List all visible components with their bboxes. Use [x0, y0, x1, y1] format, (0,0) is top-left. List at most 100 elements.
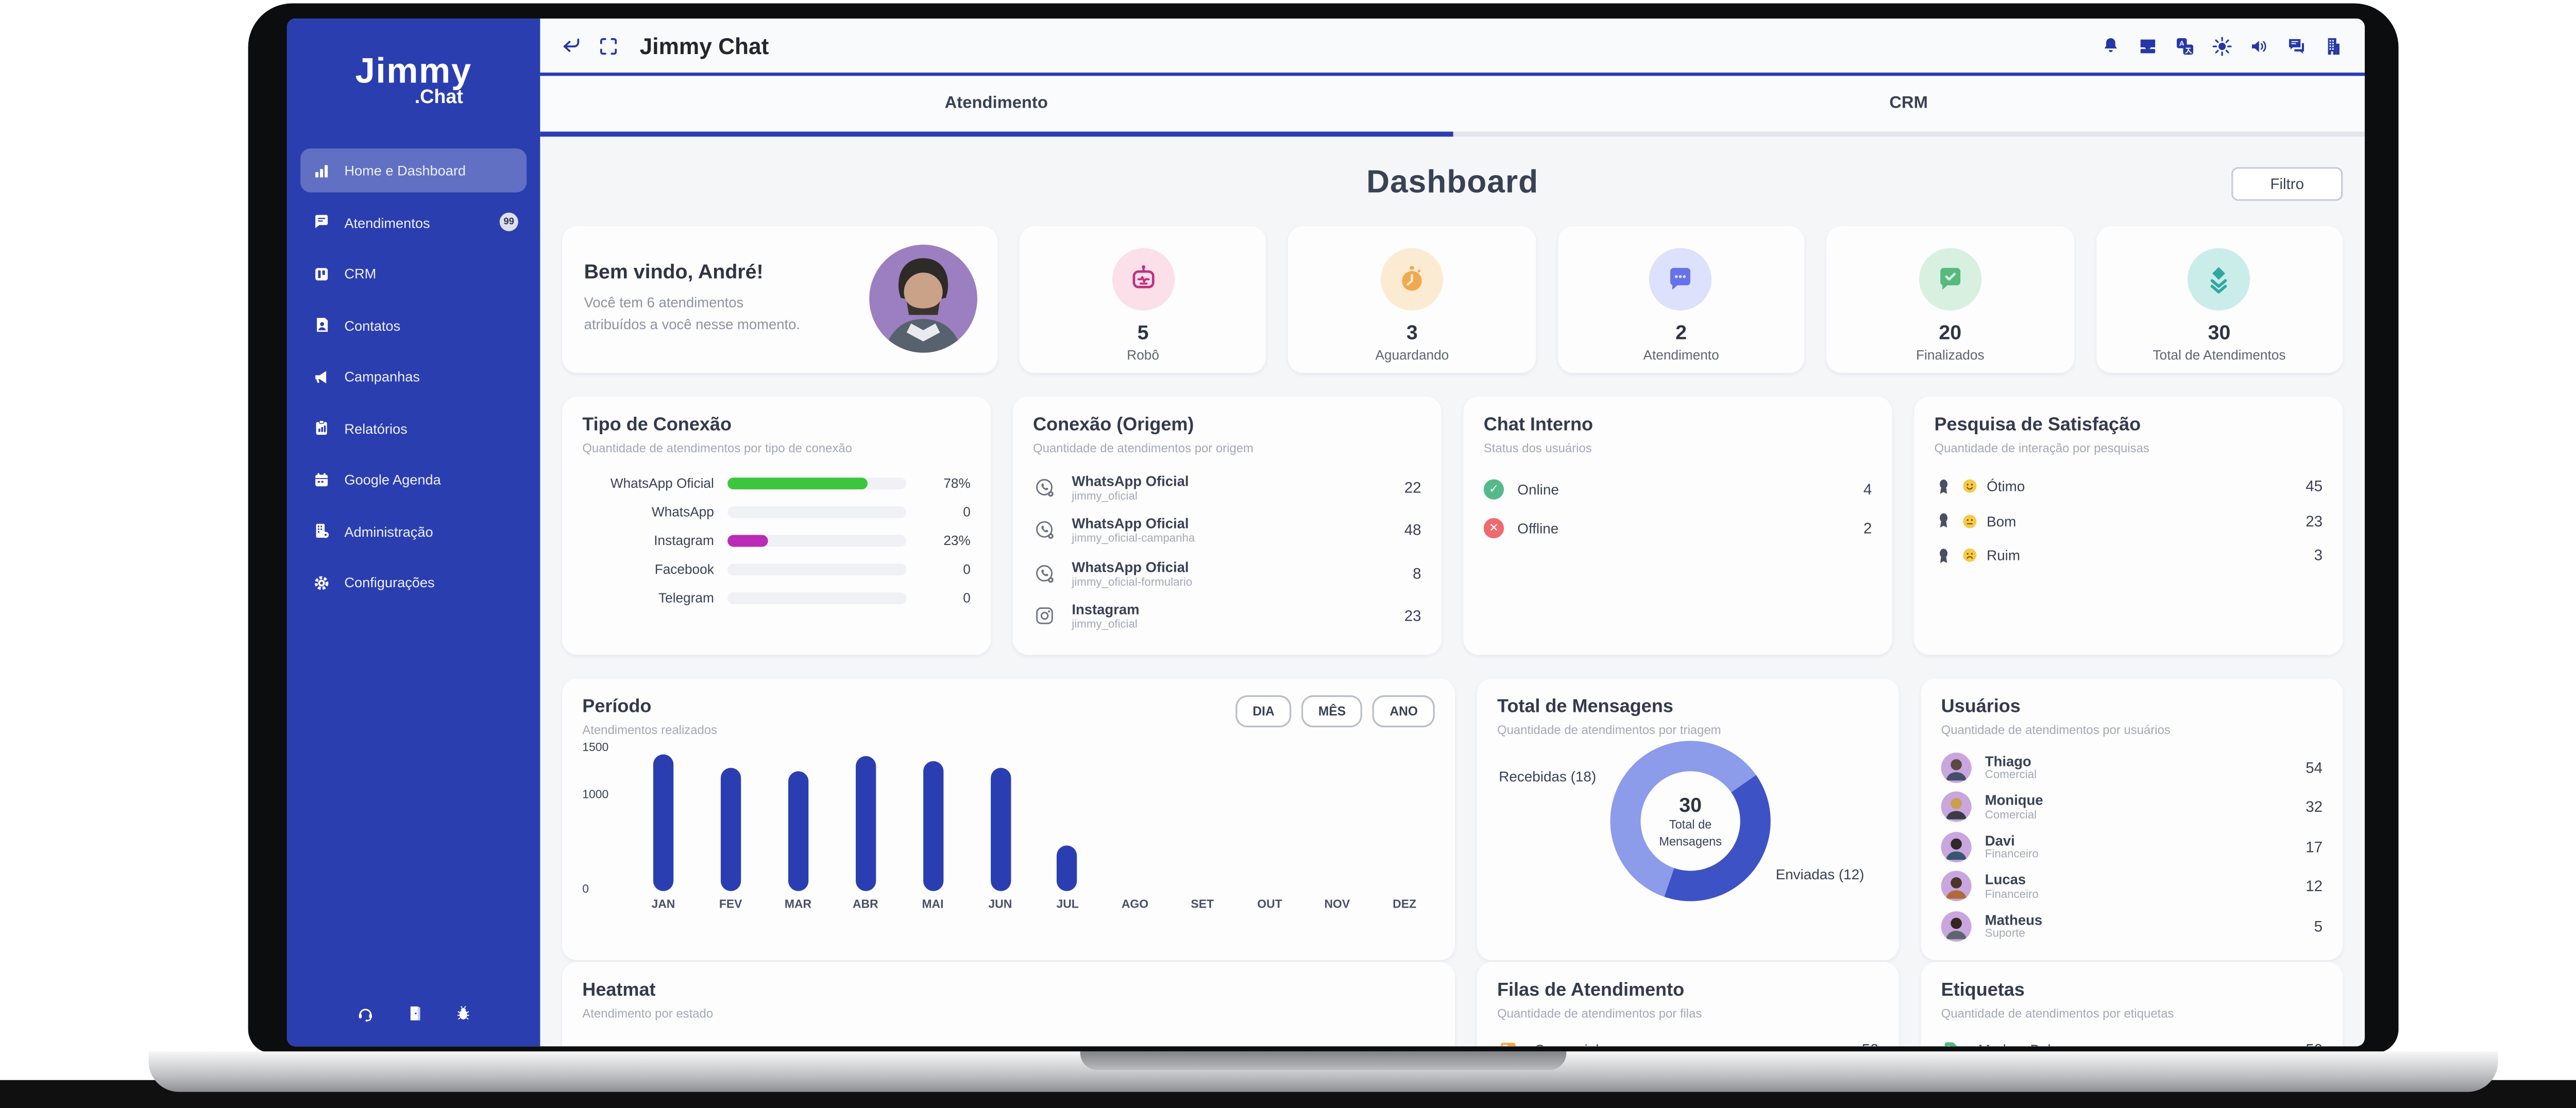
stopwatch-icon	[1381, 248, 1444, 311]
page-title: Dashboard	[1366, 165, 1539, 201]
bar-cell: SET	[1168, 749, 1236, 915]
notifications-bell-icon[interactable]	[2100, 35, 2122, 57]
stat-card-aguardando: 3 Aguardando	[1289, 226, 1536, 373]
bar	[990, 768, 1011, 891]
sidebar-item-campanhas[interactable]: Campanhas	[300, 354, 527, 398]
bar-cell: JUN	[967, 749, 1034, 915]
queues-list: Comercial 50 Financeiro 45	[1497, 1039, 1878, 1047]
panel-subtitle: Status dos usuários	[1483, 439, 1592, 455]
internal-chat-icon[interactable]	[2285, 35, 2308, 57]
welcome-card: Bem vindo, André! Você tem 6 atendimento…	[562, 226, 998, 373]
sidebar: Jimmy .Chat Home e Dashboard Atendimento…	[286, 19, 540, 1047]
avatar	[1941, 752, 1972, 782]
range-button-mes[interactable]: MÊS	[1301, 695, 1363, 728]
avatar	[1941, 791, 1972, 822]
translate-icon[interactable]: A	[2174, 35, 2196, 57]
bug-report-icon[interactable]	[453, 1004, 472, 1022]
volume-icon[interactable]	[2248, 35, 2270, 57]
x-axis-label: ABR	[852, 899, 878, 912]
panel-pesquisa-satisfacao: Pesquisa de Satisfação Quantidade de int…	[1914, 396, 2343, 655]
x-axis-label: AGO	[1121, 899, 1149, 912]
app-window: Jimmy .Chat Home e Dashboard Atendimento…	[286, 19, 2365, 1047]
list-item: ✓ Online 4	[1483, 478, 1872, 499]
range-button-ano[interactable]: ANO	[1372, 695, 1435, 728]
panel-title: Pesquisa de Satisfação	[1934, 415, 2141, 436]
panel-chat-interno: Chat Interno Status dos usuários ✓ Onlin…	[1463, 396, 1892, 655]
bar	[855, 756, 876, 891]
sidebar-item-google-agenda[interactable]: Google Agenda	[300, 457, 527, 501]
sidebar-item-contatos[interactable]: Contatos	[300, 303, 527, 347]
panel-title: Chat Interno	[1483, 415, 1594, 436]
inbox-tray-icon[interactable]	[2137, 35, 2159, 57]
filter-button[interactable]: Filtro	[2231, 167, 2343, 201]
avatar	[1941, 871, 1972, 901]
panel-title: Total de Mensagens	[1497, 697, 1673, 718]
chat-check-icon	[1919, 248, 1981, 311]
sidebar-item-configuracoes[interactable]: Configurações	[300, 560, 527, 604]
page-header: Dashboard Filtro	[562, 165, 2343, 206]
list-item: Instagram jimmy_oficial 23	[1033, 601, 1421, 631]
bar-cell: JAN	[630, 749, 697, 915]
y-axis-tick: 0	[582, 884, 589, 896]
topbar: Jimmy Chat A	[540, 19, 2365, 76]
sidebar-item-home-dashboard[interactable]: Home e Dashboard	[300, 148, 527, 193]
satisfaction-list: Ótimo 45 Bom 23	[1935, 477, 2323, 565]
bars-container: JAN FEV MAR ABR MAI JUN JUL AGO SET OUT NOV DEZ	[630, 749, 1438, 915]
stats-row: Bem vindo, André! Você tem 6 atendimento…	[562, 226, 2343, 373]
panel-subtitle: Atendimento por estado	[582, 1004, 714, 1020]
sidebar-item-administracao[interactable]: Administração	[300, 509, 527, 553]
stat-label: Total de Atendimentos	[2153, 347, 2286, 363]
sidebar-item-label: Google Agenda	[344, 471, 441, 488]
bar-cell: MAR	[765, 749, 832, 915]
x-axis-label: SET	[1191, 899, 1214, 912]
svg-text:A: A	[2179, 39, 2184, 47]
panel-subtitle: Quantidade de atendimentos por usuários	[1941, 721, 2171, 737]
panel-tipo-conexao: Tipo de Conexão Quantidade de atendiment…	[562, 396, 991, 655]
survey-person-icon	[1940, 479, 1948, 493]
headset-support-icon[interactable]	[355, 1004, 374, 1022]
bar-chart-icon	[315, 164, 328, 177]
robot-icon	[1111, 248, 1175, 311]
neutral-face-icon	[1963, 514, 1977, 527]
brightness-sun-icon[interactable]	[2211, 35, 2233, 57]
list-item: Ótimo 45	[1935, 477, 2323, 496]
logo-text-bottom: .Chat	[414, 88, 463, 108]
user-avatar	[869, 245, 977, 353]
chat-dots-icon	[1650, 248, 1713, 311]
report-icon	[316, 420, 327, 435]
x-axis-label: FEV	[719, 899, 742, 912]
progress-track	[727, 591, 907, 604]
sidebar-item-label: Atendimentos	[344, 213, 430, 231]
x-axis-label: OUT	[1257, 899, 1282, 912]
welcome-heading: Bem vindo, André!	[584, 260, 764, 284]
range-button-dia[interactable]: DIA	[1235, 695, 1292, 728]
sidebar-item-relatorios[interactable]: Relatórios	[300, 406, 527, 450]
topbar-actions: A	[2100, 35, 2345, 57]
sidebar-item-crm[interactable]: CRM	[300, 251, 527, 295]
tab-bar: Atendimento CRM	[540, 76, 2365, 137]
company-building-icon[interactable]	[2323, 35, 2345, 57]
donut-legend-enviadas: Enviadas (12)	[1775, 865, 1865, 883]
bar-cell: MAI	[899, 749, 967, 915]
tab-crm[interactable]: CRM	[1452, 76, 2365, 137]
list-item: WhatsApp Oficial 78%	[610, 475, 971, 490]
stat-label: Aguardando	[1375, 347, 1449, 363]
sidebar-item-label: Configurações	[344, 573, 435, 591]
survey-person-icon	[1940, 513, 1948, 528]
connection-type-list: WhatsApp Oficial 78% WhatsApp 0 Instagram 2…	[582, 475, 971, 605]
x-axis-label: MAI	[922, 899, 944, 912]
fullscreen-icon[interactable]	[598, 35, 620, 57]
x-axis-label: JUN	[988, 899, 1012, 912]
bottom-panels-row: Heatmat Atendimento por estado Filas de …	[562, 962, 2343, 1047]
panel-etiquetas: Etiquetas Quantidade de atendimentos por…	[1921, 962, 2343, 1047]
tab-atendimento[interactable]: Atendimento	[540, 76, 1453, 137]
origin-list: WhatsApp Oficial jimmy_oficial 22 WhatsAp…	[1033, 472, 1421, 631]
bar-cell: JUL	[1034, 749, 1101, 915]
donut-center-label: 30 Total de Mensagens	[1659, 793, 1722, 848]
logout-door-icon[interactable]	[404, 1004, 423, 1022]
list-item: ✕ Offline 2	[1483, 517, 1872, 538]
sidebar-item-atendimentos[interactable]: Atendimentos 99	[300, 200, 527, 244]
bar-cell: AGO	[1101, 749, 1169, 915]
back-icon[interactable]	[561, 35, 583, 57]
